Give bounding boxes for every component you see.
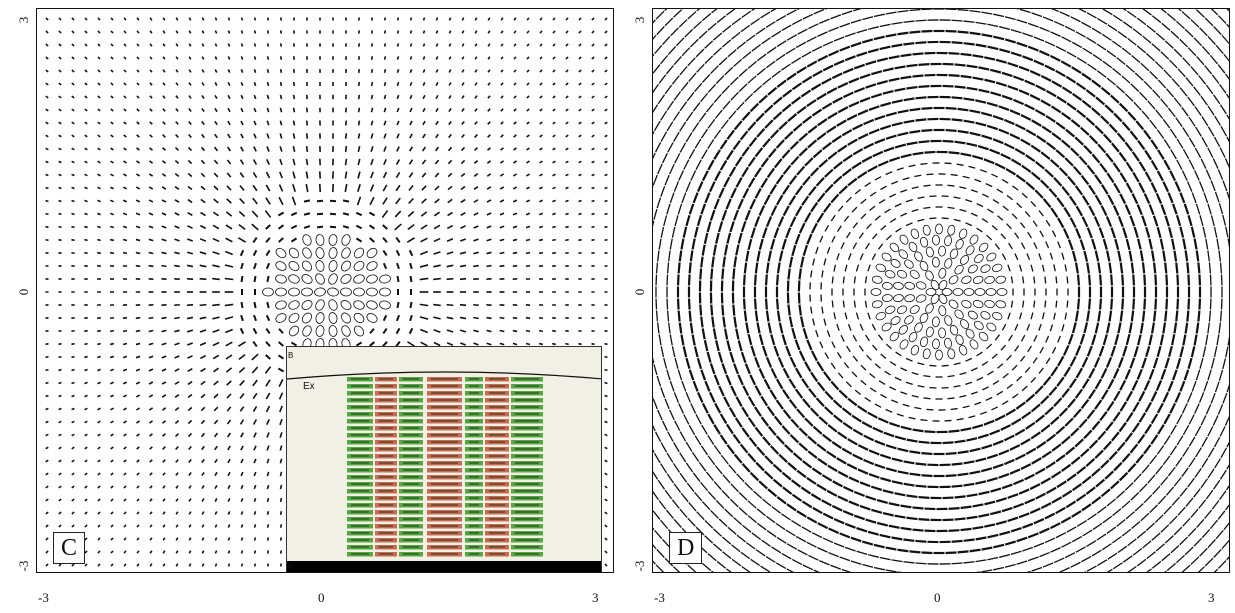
panel-d: D: [652, 8, 1230, 573]
y-tick-d-top: 3: [632, 16, 647, 24]
y-tick-d-bottom: -3: [632, 560, 647, 572]
y-tick-c-top: 3: [16, 16, 31, 24]
x-tick-d-right: 3: [1208, 590, 1215, 605]
field-intensity-inset: Ex B B: [286, 346, 602, 572]
panel-c: Ex B B C: [36, 8, 614, 573]
x-tick-c-left: -3: [38, 590, 49, 605]
inset-intensity-map: [287, 371, 601, 572]
x-tick-c-mid: 0: [318, 590, 325, 605]
y-tick-d-mid: 0: [632, 288, 647, 296]
inset-tick-bottom: B: [288, 561, 294, 570]
field-marks-d: [653, 9, 1229, 572]
inset-component-label: Ex: [303, 381, 315, 392]
x-tick-d-mid: 0: [934, 590, 941, 605]
vector-field-d: [653, 9, 1229, 572]
y-tick-c-bottom: -3: [16, 560, 31, 572]
x-tick-d-left: -3: [654, 590, 665, 605]
y-tick-c-mid: 0: [16, 288, 31, 296]
panel-label-d: D: [669, 532, 703, 564]
inset-tick-top: B: [288, 351, 294, 360]
x-tick-c-right: 3: [592, 590, 599, 605]
panel-label-c: C: [53, 532, 86, 564]
inset-bands: [287, 371, 601, 572]
